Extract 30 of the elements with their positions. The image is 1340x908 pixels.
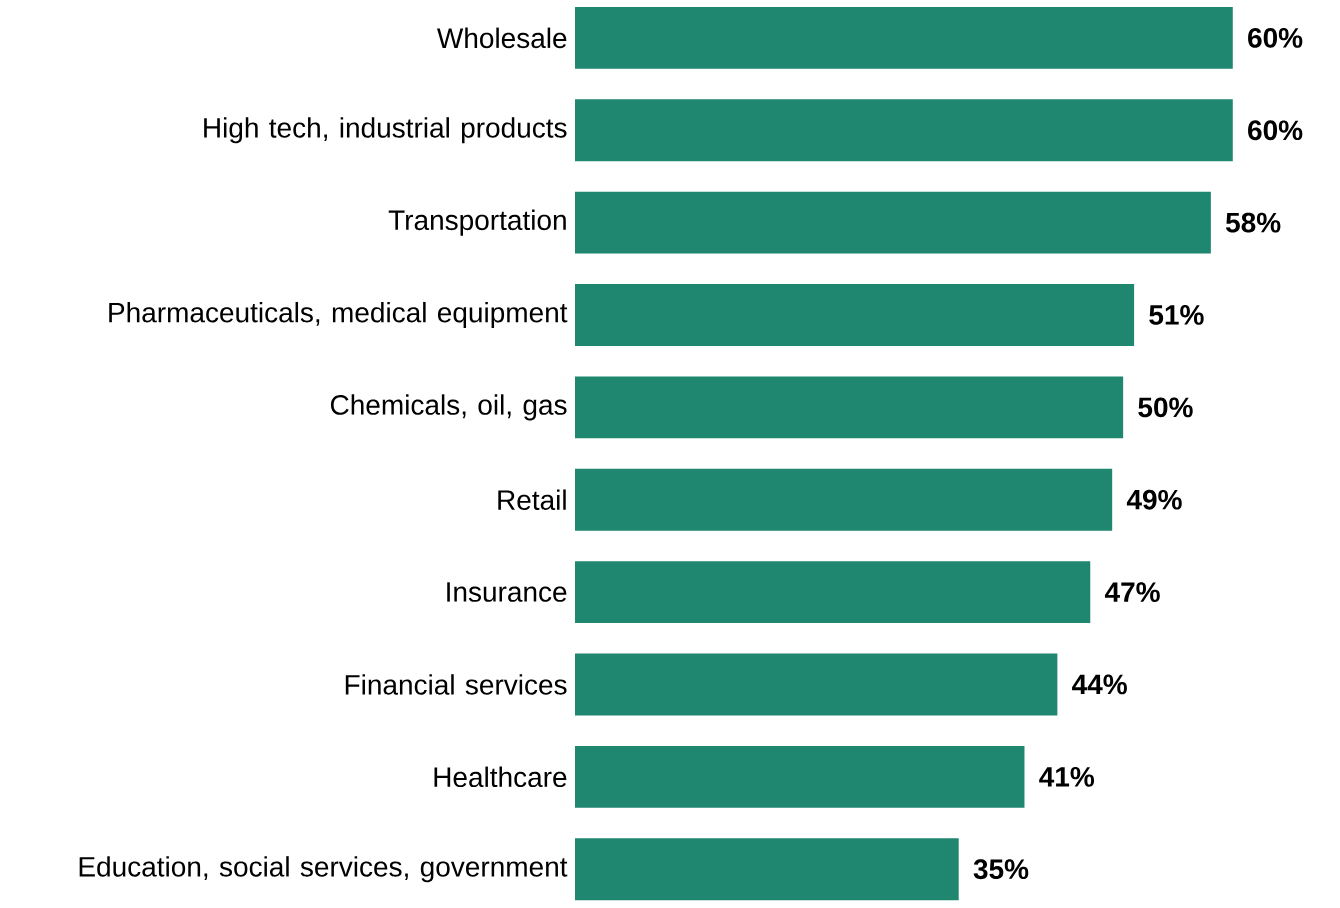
bar [575,653,1058,716]
data-label: 41% [1039,766,1095,787]
y-tick-label: Retail [498,489,566,511]
y-tick-label: Transportation [388,209,566,236]
data-label: 49% [1126,489,1182,510]
bar [575,6,1233,69]
data-label: 58% [1225,212,1281,233]
bar [575,99,1233,162]
y-tick-label: Insurance [447,582,567,602]
bar [575,838,959,901]
data-label: 35% [973,859,1029,880]
data-label: 60% [1248,120,1303,141]
data-label: 51% [1149,305,1204,325]
data-label: 60% [1248,27,1303,48]
bar [575,284,1135,346]
y-tick-label: Chemicals, oil, gas [330,394,567,421]
bar [575,745,1025,808]
y-tick-label: Wholesale [437,27,567,49]
data-label: 50% [1138,397,1193,418]
data-label: 44% [1072,674,1127,695]
y-tick-label: Healthcare [434,766,567,788]
bar [575,191,1211,254]
y-tick-label: Education, social services, government [79,856,568,883]
bar [575,376,1124,439]
data-label: 47% [1104,582,1160,602]
bar [575,561,1091,624]
y-tick-label: Pharmaceuticals, medical equipment [109,301,568,329]
y-tick-label: Financial services [345,674,567,695]
y-tick-label: High tech, industrial products [204,117,567,144]
bar [575,468,1113,531]
